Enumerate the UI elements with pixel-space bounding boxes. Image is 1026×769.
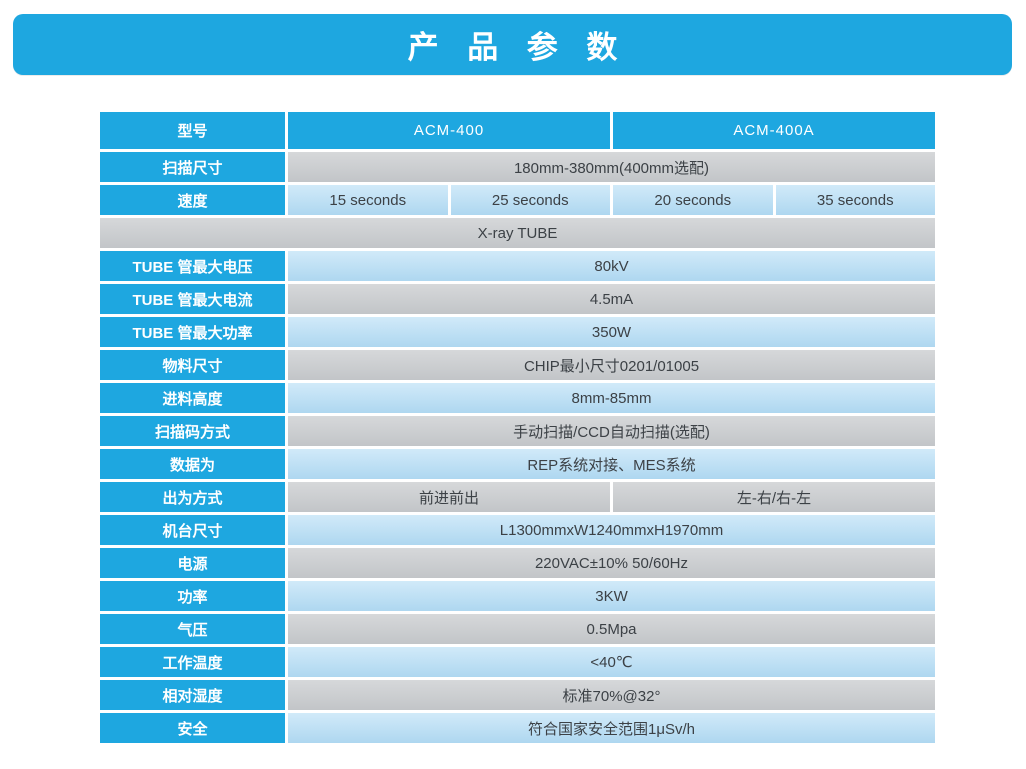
value-cell: <40℃ [288, 647, 935, 677]
spec-row: 扫描码方式 手动扫描/CCD自动扫描(选配) [100, 416, 935, 446]
row-values: 标准70%@32° [288, 680, 935, 710]
row-label: TUBE 管最大功率 [100, 317, 285, 347]
spec-row: 速度 15 seconds 25 seconds 20 seconds 35 secon… [100, 185, 935, 215]
spec-row: TUBE 管最大功率 350W [100, 317, 935, 347]
row-values: 前进前出 左-右/右-左 [288, 482, 935, 512]
value-cell: 0.5Mpa [288, 614, 935, 644]
value-cell: 220VAC±10% 50/60Hz [288, 548, 935, 578]
row-label: TUBE 管最大电压 [100, 251, 285, 281]
row-label: 电源 [100, 548, 285, 578]
value-cell: 80kV [288, 251, 935, 281]
page-title: 产 品 参 数 [407, 30, 628, 65]
spec-row: 机台尺寸 L1300mmxW1240mmxH1970mm [100, 515, 935, 545]
value-cell: 15 seconds [288, 185, 448, 215]
row-values: 3KW [288, 581, 935, 611]
value-cell: 25 seconds [450, 185, 610, 215]
row-label: 型号 [100, 112, 285, 149]
row-label: 气压 [100, 614, 285, 644]
row-label: 功率 [100, 581, 285, 611]
spec-row: 扫描尺寸 180mm-380mm(400mm选配) [100, 152, 935, 182]
row-values: 80kV [288, 251, 935, 281]
value-cell: 20 seconds [613, 185, 773, 215]
row-values: 4.5mA [288, 284, 935, 314]
row-values: 符合国家安全范围1μSv/h [288, 713, 935, 743]
row-label: 数据为 [100, 449, 285, 479]
spec-row: TUBE 管最大电流 4.5mA [100, 284, 935, 314]
row-values: REP系统对接、MES系统 [288, 449, 935, 479]
spec-row: 出为方式 前进前出 左-右/右-左 [100, 482, 935, 512]
value-cell: CHIP最小尺寸0201/01005 [288, 350, 935, 380]
spec-row: 物料尺寸 CHIP最小尺寸0201/01005 [100, 350, 935, 380]
spec-row: 数据为 REP系统对接、MES系统 [100, 449, 935, 479]
row-values: 0.5Mpa [288, 614, 935, 644]
row-values: 220VAC±10% 50/60Hz [288, 548, 935, 578]
row-values: <40℃ [288, 647, 935, 677]
value-cell: 3KW [288, 581, 935, 611]
value-cell: 前进前出 [288, 482, 610, 512]
value-cell: REP系统对接、MES系统 [288, 449, 935, 479]
value-cell: ACM-400A [613, 112, 935, 149]
title-banner: 产 品 参 数 [13, 14, 1012, 75]
row-values: 15 seconds 25 seconds 20 seconds 35 seconds [288, 185, 935, 215]
spec-row: 电源 220VAC±10% 50/60Hz [100, 548, 935, 578]
spec-row: 安全 符合国家安全范围1μSv/h [100, 713, 935, 743]
row-label: 物料尺寸 [100, 350, 285, 380]
row-label: 速度 [100, 185, 285, 215]
row-values: 350W [288, 317, 935, 347]
section-row: X-ray TUBE [100, 218, 935, 248]
value-cell: L1300mmxW1240mmxH1970mm [288, 515, 935, 545]
value-cell: 8mm-85mm [288, 383, 935, 413]
spec-table: 型号 ACM-400 ACM-400A 扫描尺寸 180mm-380mm(400mm选配… [100, 112, 935, 746]
spec-row: 气压 0.5Mpa [100, 614, 935, 644]
value-cell: 左-右/右-左 [613, 482, 935, 512]
row-label: 工作温度 [100, 647, 285, 677]
section-cell: X-ray TUBE [100, 218, 935, 248]
spec-row: 功率 3KW [100, 581, 935, 611]
row-values: CHIP最小尺寸0201/01005 [288, 350, 935, 380]
value-cell: 4.5mA [288, 284, 935, 314]
value-cell: 350W [288, 317, 935, 347]
value-cell: 35 seconds [775, 185, 935, 215]
spec-row: 工作温度 <40℃ [100, 647, 935, 677]
row-values: 8mm-85mm [288, 383, 935, 413]
spec-row: 型号 ACM-400 ACM-400A [100, 112, 935, 149]
row-values: L1300mmxW1240mmxH1970mm [288, 515, 935, 545]
row-label: 进料高度 [100, 383, 285, 413]
row-label: 扫描码方式 [100, 416, 285, 446]
value-cell: 手动扫描/CCD自动扫描(选配) [288, 416, 935, 446]
row-values: ACM-400 ACM-400A [288, 112, 935, 149]
row-label: 安全 [100, 713, 285, 743]
row-label: TUBE 管最大电流 [100, 284, 285, 314]
spec-row: 相对湿度 标准70%@32° [100, 680, 935, 710]
value-cell: 标准70%@32° [288, 680, 935, 710]
row-label: 扫描尺寸 [100, 152, 285, 182]
row-values: 手动扫描/CCD自动扫描(选配) [288, 416, 935, 446]
value-cell: 180mm-380mm(400mm选配) [288, 152, 935, 182]
value-cell: ACM-400 [288, 112, 610, 149]
spec-row: TUBE 管最大电压 80kV [100, 251, 935, 281]
spec-row: 进料高度 8mm-85mm [100, 383, 935, 413]
row-label: 相对湿度 [100, 680, 285, 710]
value-cell: 符合国家安全范围1μSv/h [288, 713, 935, 743]
row-label: 出为方式 [100, 482, 285, 512]
row-values: 180mm-380mm(400mm选配) [288, 152, 935, 182]
row-label: 机台尺寸 [100, 515, 285, 545]
